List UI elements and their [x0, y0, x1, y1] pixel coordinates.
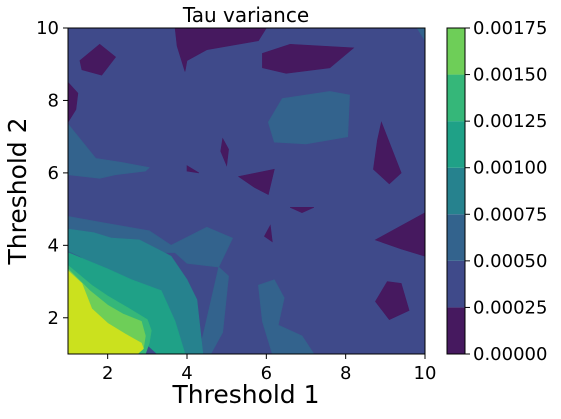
colorbar-band	[447, 307, 465, 354]
contour-region-3	[262, 43, 355, 74]
contour-region-14	[267, 91, 350, 145]
colorbar: 0.00000 0.00025 0.00050 0.00075 0.00100 0.001…	[446, 18, 547, 365]
contour-region-5	[373, 121, 402, 185]
colorbar-band	[447, 74, 465, 122]
colorbar-tick-label: 0.00100	[473, 158, 547, 179]
contour-region-6	[220, 137, 229, 167]
y-axis-label: Threshold 2	[3, 117, 32, 265]
x-tick-label: 6	[261, 363, 272, 384]
y-tick-label: 4	[48, 235, 59, 256]
plot-border	[67, 27, 426, 355]
colorbar-tick-label: 0.00000	[473, 344, 547, 365]
y-tick-label: 10	[36, 18, 59, 39]
contour-regions	[67, 27, 426, 355]
x-axis-label: Threshold 1	[171, 380, 319, 409]
contour-region-9	[289, 207, 315, 214]
y-tick-label: 2	[48, 308, 59, 329]
contour-region-18	[258, 279, 315, 355]
y-tick-label: 6	[48, 163, 59, 184]
colorbar-tick-label: 0.00125	[473, 111, 547, 132]
x-tick-label: 8	[340, 363, 351, 384]
colorbar-tick-label: 0.00075	[473, 204, 547, 225]
colorbar-band	[447, 28, 465, 75]
colorbar-tick-label: 0.00175	[473, 18, 547, 39]
contour-region-1	[174, 27, 267, 72]
x-tick-label: 4	[181, 363, 192, 384]
colorbar-tick-label: 0.00025	[473, 297, 547, 318]
colorbar-band	[447, 167, 465, 215]
x-axis: 2 4 6 8 10	[102, 354, 437, 384]
colorbar-band	[447, 121, 465, 168]
x-tick-label: 10	[414, 363, 437, 384]
colorbar-border	[446, 27, 466, 355]
chart-title: Tau variance	[182, 3, 309, 27]
x-tick-label: 2	[102, 363, 113, 384]
colorbar-tick-label: 0.00050	[473, 251, 547, 272]
colorbar-band	[447, 260, 465, 308]
contour-region-10	[264, 224, 273, 243]
contour-region-2	[79, 43, 117, 76]
y-tick-label: 8	[48, 90, 59, 111]
contour-region-7	[237, 168, 275, 196]
colorbar-band	[447, 214, 465, 261]
contour-region-13	[67, 123, 150, 179]
contour-region-8	[186, 165, 200, 174]
contour-region-12	[375, 281, 410, 320]
colorbar-tick-label: 0.00150	[473, 65, 547, 86]
y-axis: 2 4 6 8 10	[36, 18, 68, 329]
